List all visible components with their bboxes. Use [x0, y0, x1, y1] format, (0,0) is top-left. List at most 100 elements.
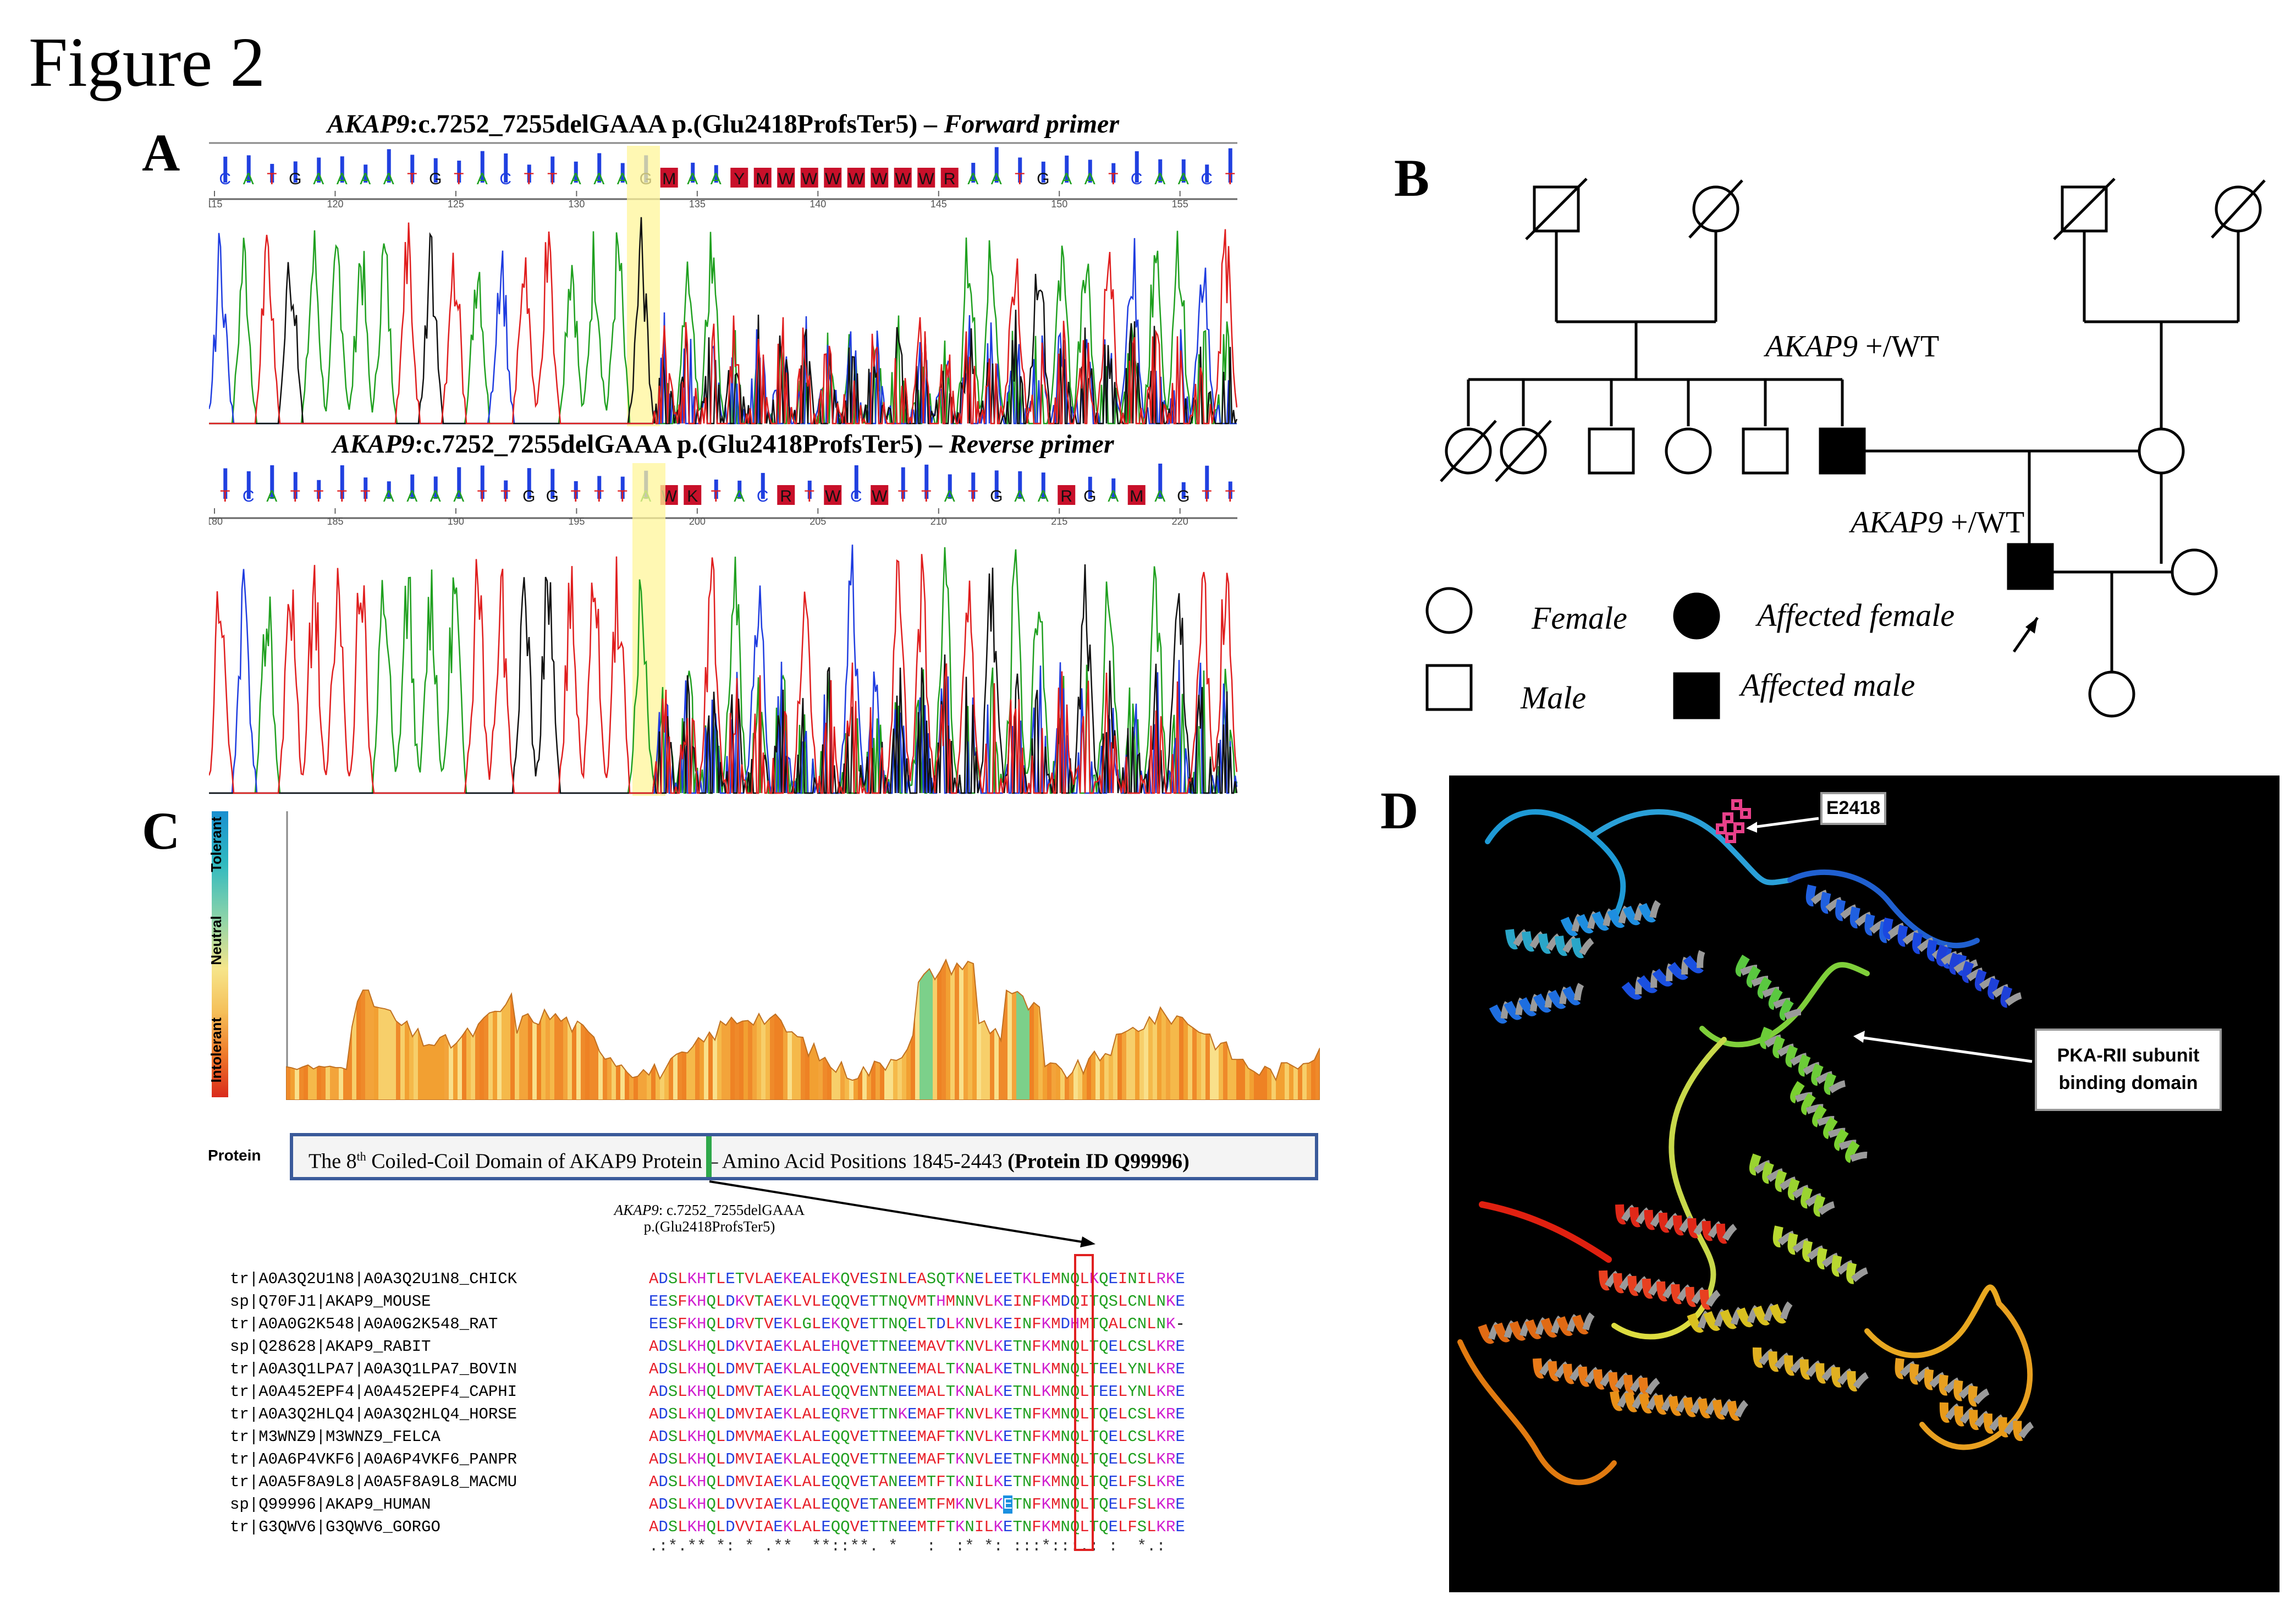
ambiguous-base-bg [894, 168, 912, 188]
tolerance-stripe [805, 960, 810, 1100]
alignment-id: tr|A0A452EPF4|A0A452EPF4_CAPHI [230, 1383, 517, 1401]
tolerance-stripe [1280, 960, 1285, 1100]
helix-turn-front [1518, 997, 1537, 1016]
helix-turn-front [1779, 998, 1794, 1021]
helix-turn-back [2018, 1421, 2034, 1439]
helix-turn-front [1772, 1225, 1783, 1247]
position-tick: 145 [930, 199, 947, 210]
tolerance-stripe [884, 960, 889, 1100]
quality-bar [387, 481, 391, 499]
tolerance-stripe [568, 960, 572, 1100]
tolerance-stripe [1007, 960, 1012, 1100]
helix-turn-front [1673, 1215, 1686, 1236]
helix-turn-front [1753, 1305, 1770, 1326]
base-call: T [711, 487, 721, 505]
base-call: T [1225, 487, 1235, 505]
ambiguous-base-bg [1058, 485, 1076, 505]
tolerance-stripe [933, 960, 937, 1100]
tolerance-stripe [330, 960, 334, 1100]
tolerance-stripe [937, 960, 941, 1100]
ambiguous-base-bg [847, 168, 865, 188]
helix-turn-back [2005, 992, 2022, 1007]
ambiguous-base-bg [730, 168, 748, 188]
tolerance-stripe [546, 960, 550, 1100]
scale-neutral: Neutral [208, 916, 224, 965]
quality-bar [246, 471, 251, 499]
base-call: C [757, 487, 769, 505]
helix-turn-front [1823, 1116, 1838, 1140]
quality-bar [433, 476, 438, 499]
quality-bar [1018, 471, 1022, 499]
e2418-callout: E2418 [1820, 792, 1886, 825]
quality-bar [504, 480, 508, 499]
tolerance-stripe [458, 960, 462, 1100]
base-call: G [429, 170, 442, 188]
helix-turn-front [1811, 1063, 1824, 1086]
helix-turn-back [1579, 938, 1594, 955]
quality-bar [340, 465, 344, 499]
tolerance-stripe [832, 960, 836, 1100]
tolerance-outline [286, 958, 1320, 1100]
legend-male-symbol [1425, 664, 1473, 711]
base-call: W [778, 170, 794, 188]
quality-bar [387, 149, 391, 183]
quality-bar [620, 163, 625, 183]
base-call: G [1177, 487, 1190, 505]
tolerance-stripe [981, 960, 985, 1100]
tolerance-stripe [1065, 960, 1069, 1100]
helix-turn-front [1698, 1398, 1712, 1418]
tolerance-stripe [1104, 960, 1109, 1100]
alignment-seq: ADSLKHQLDMVTAEKLALEQQVENTNEEMALTKNALKETN… [649, 1360, 1185, 1378]
alignment-id: sp|Q70FJ1|AKAP9_MOUSE [230, 1292, 431, 1311]
quality-bar [1181, 482, 1186, 499]
e2418-residue [1716, 799, 1751, 843]
alignment-seq: ADSLKHTLETVLAEKEALEKQVESINLEASQTKNELEETK… [649, 1270, 1185, 1288]
tolerance-stripe [400, 960, 405, 1100]
position-tick: 125 [448, 199, 464, 210]
helix-turn-front [1983, 1413, 1994, 1434]
tolerance-stripe [739, 960, 744, 1100]
tolerance-stripe [744, 960, 748, 1100]
helix-turn-front [1820, 892, 1831, 914]
base-call: A [266, 487, 277, 505]
helix-turn-front [1801, 1186, 1813, 1209]
ambiguous-base-bg [660, 168, 678, 188]
base-call: T [267, 170, 277, 188]
tolerance-stripe [919, 960, 924, 1100]
helix-turn-front [1556, 1316, 1573, 1336]
reverse-position-ticks: 180 185 190 195 200 205 210 215 220 [209, 508, 1188, 527]
tolerance-stripe [1117, 960, 1122, 1100]
base-call: W [895, 170, 911, 188]
tolerance-stripe [730, 960, 735, 1100]
reverse-variant: :c.7252_7255delGAAA p.(Glu2418ProfsTer5) [414, 430, 923, 459]
tolerance-stripe [506, 960, 510, 1100]
base-call: T [618, 487, 627, 505]
helix-turn-front [1623, 1374, 1635, 1395]
helix-turn-front [1912, 932, 1923, 954]
tolerance-stripe [1241, 960, 1245, 1100]
helix-turn-front [1624, 1392, 1639, 1412]
protein-label: Protein [208, 1147, 261, 1164]
tolerance-stripe [660, 960, 664, 1100]
base-call: A [383, 170, 394, 188]
alignment-id: tr|A0A3Q1LPA7|A0A3Q1LPA7_BOVIN [230, 1360, 517, 1378]
variant-note-rest: : c.7252_7255delGAAA [658, 1202, 805, 1218]
quality-bar [1111, 163, 1116, 183]
tolerance-stripe [1069, 960, 1073, 1100]
base-call: A [944, 487, 955, 505]
helix-turn-back [1649, 900, 1661, 919]
tolerance-stripe [414, 960, 418, 1100]
helix-turn-front [1847, 1371, 1858, 1392]
position-tick: 215 [1051, 516, 1067, 527]
tolerance-stripe [1311, 960, 1315, 1100]
domain-arrow-icon [1853, 1031, 1865, 1043]
tolerance-stripe [1175, 960, 1179, 1100]
base-call: T [898, 487, 908, 505]
protein-domain-box: The 8th Coiled-Coil Domain of AKAP9 Prot… [290, 1133, 1318, 1180]
base-call: T [313, 487, 323, 505]
base-call: T [407, 170, 417, 188]
tolerance-stripe [524, 960, 528, 1100]
tolerance-stripe [590, 960, 594, 1100]
tolerance-stripe [519, 960, 524, 1100]
tolerance-stripe [594, 960, 598, 1100]
